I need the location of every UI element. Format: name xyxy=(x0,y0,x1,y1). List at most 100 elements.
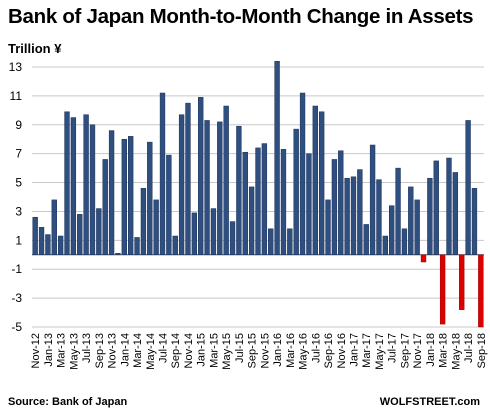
bar-Jul-13 xyxy=(83,114,89,256)
bar-Feb-15 xyxy=(204,120,210,256)
bar-Mar-15 xyxy=(210,208,217,256)
bar-May-14 xyxy=(147,141,153,256)
x-tick-label: Mar-17 xyxy=(361,333,373,368)
x-tick-label: Nov-15 xyxy=(259,333,271,368)
x-tick-label: Jan-13 xyxy=(43,333,55,367)
bar-Jul-14 xyxy=(159,92,166,256)
x-tick-label: May-14 xyxy=(145,333,157,370)
x-tick-label: Jul-15 xyxy=(234,333,246,363)
x-tick-label: May-16 xyxy=(298,333,310,370)
x-tick-label: Sep-15 xyxy=(247,333,259,368)
bar-Jan-13 xyxy=(45,234,51,256)
x-tick-label: Nov-17 xyxy=(412,333,424,368)
x-tick-label: Jul-17 xyxy=(387,333,399,363)
x-tick-label: Jan-18 xyxy=(425,333,437,367)
bar-Aug-15 xyxy=(242,151,248,256)
x-tick-label: Jan-15 xyxy=(196,333,208,367)
bar-Jun-17 xyxy=(382,235,388,256)
bar-Jun-18 xyxy=(459,254,465,310)
bars xyxy=(32,60,484,328)
x-tick-label: Sep-17 xyxy=(399,333,411,368)
x-tick-label: Jan-17 xyxy=(348,333,360,367)
bar-Mar-13 xyxy=(57,235,64,256)
bar-Mar-14 xyxy=(134,237,140,256)
y-tick-label: 13 xyxy=(9,60,23,74)
bar-Dec-13 xyxy=(115,253,121,256)
bar-Jan-18 xyxy=(427,177,433,256)
x-tick-label: May-13 xyxy=(68,333,80,370)
bar-Nov-16 xyxy=(338,150,344,256)
bar-May-15 xyxy=(223,105,229,256)
x-tick-label: Sep-14 xyxy=(170,333,182,368)
bar-Oct-13 xyxy=(102,159,108,256)
bar-Oct-15 xyxy=(255,147,261,256)
x-tick-label: Mar-14 xyxy=(132,333,144,368)
x-tick-label: Nov-14 xyxy=(183,333,195,368)
bar-Dec-17 xyxy=(420,254,427,263)
bar-Jul-17 xyxy=(389,205,395,256)
x-tick-label: Jul-16 xyxy=(310,333,322,363)
x-tick-label: Jan-16 xyxy=(272,333,284,367)
bar-Mar-16 xyxy=(287,228,293,256)
bar-Jan-17 xyxy=(350,176,357,256)
bar-Dec-14 xyxy=(191,212,198,256)
x-tick-label: Jul-14 xyxy=(158,333,170,363)
bar-Nov-15 xyxy=(261,143,268,256)
x-tick-label: May-18 xyxy=(450,333,462,370)
bar-Apr-14 xyxy=(140,188,147,256)
x-tick-label: Mar-15 xyxy=(208,333,220,368)
y-tick-label: 5 xyxy=(15,176,22,190)
bar-Aug-18 xyxy=(471,188,478,256)
x-tick-label: Jan-14 xyxy=(119,333,131,367)
bar-Sep-13 xyxy=(96,208,102,256)
y-tick-label: -1 xyxy=(11,262,22,276)
bar-Feb-17 xyxy=(357,169,363,256)
bar-May-18 xyxy=(452,172,459,256)
bar-Dec-12 xyxy=(38,227,45,256)
bar-Jul-18 xyxy=(465,120,471,256)
bar-Apr-13 xyxy=(64,111,70,256)
x-tick-label: Nov-16 xyxy=(336,333,348,368)
bar-Aug-16 xyxy=(318,111,325,256)
x-tick-label: May-17 xyxy=(374,333,386,370)
bar-Feb-14 xyxy=(128,136,134,256)
x-tick-label: Sep-18 xyxy=(476,333,488,368)
x-tick-label: Mar-13 xyxy=(56,333,68,368)
y-tick-label: 3 xyxy=(15,204,22,218)
x-tick-label: Mar-18 xyxy=(438,333,450,368)
bar-Sep-18 xyxy=(478,254,484,328)
y-tick-label: 7 xyxy=(15,147,22,161)
bar-Sep-17 xyxy=(401,228,408,256)
bar-Apr-18 xyxy=(446,157,452,256)
bar-Jun-16 xyxy=(306,153,312,256)
brand-watermark: WOLFSTREET.com xyxy=(379,396,480,408)
bar-Nov-17 xyxy=(414,199,420,256)
bar-Oct-16 xyxy=(331,159,338,256)
bar-Oct-14 xyxy=(178,114,185,256)
bar-Nov-14 xyxy=(185,102,191,256)
y-axis-label: Trillion ¥ xyxy=(8,41,62,56)
y-tick-label: 11 xyxy=(10,89,23,103)
bar-Sep-14 xyxy=(172,235,178,256)
bar-Aug-13 xyxy=(89,124,96,256)
bar-Jun-14 xyxy=(153,199,159,256)
y-tick-label: -3 xyxy=(11,291,22,305)
bar-May-16 xyxy=(299,92,306,256)
bar-Mar-17 xyxy=(363,224,369,256)
x-tick-label: Sep-13 xyxy=(94,333,106,368)
x-tick-label: Nov-13 xyxy=(107,333,119,368)
bar-Sep-16 xyxy=(325,199,331,256)
y-tick-label: 9 xyxy=(15,118,22,132)
bar-May-13 xyxy=(70,117,77,256)
bar-Feb-18 xyxy=(433,160,439,256)
x-tick-labels: Nov-12 Jan-13 Mar-13 May-13 Jul-13 Sep-13 Nov-… xyxy=(30,333,488,370)
bar-Apr-17 xyxy=(369,144,376,256)
y-tick-label: 1 xyxy=(15,233,22,247)
bar-Aug-17 xyxy=(395,167,401,256)
bar-Jul-15 xyxy=(236,125,242,256)
y-tick-label: -5 xyxy=(11,320,22,334)
x-tick-label: Jul-18 xyxy=(463,333,475,363)
x-tick-label: Mar-16 xyxy=(285,333,297,368)
